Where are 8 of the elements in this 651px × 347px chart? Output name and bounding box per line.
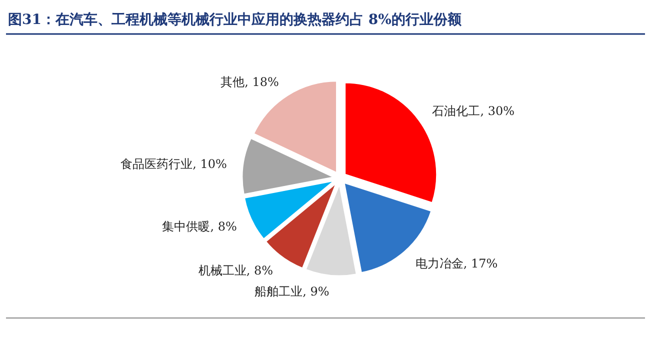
slice-label: 机械工业, 8%: [198, 263, 273, 278]
slice-label: 船舶工业, 9%: [254, 284, 330, 299]
slice-label: 其他, 18%: [220, 74, 279, 89]
slice-label: 电力冶金, 17%: [415, 256, 498, 271]
slice-label: 食品医药行业, 10%: [120, 156, 227, 171]
slice-label: 集中供暖, 8%: [162, 220, 237, 234]
slice-label: 石油化工, 30%: [432, 104, 515, 118]
chart-title: 图31：在汽车、工程机械等机械行业中应用的换热器约占 8%的行业份额: [8, 11, 462, 28]
